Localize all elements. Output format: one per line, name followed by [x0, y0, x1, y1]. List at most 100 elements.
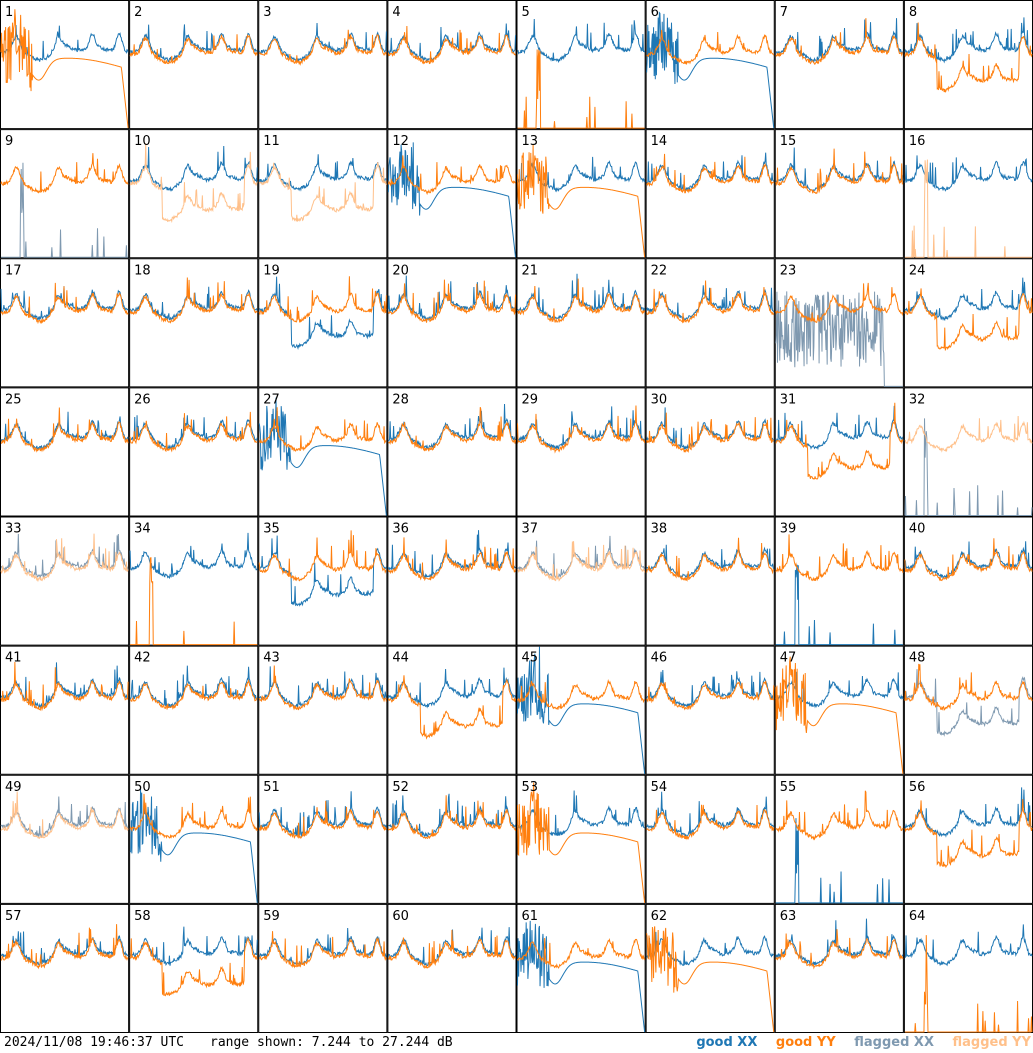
series-yy: [647, 538, 774, 581]
panel-frame: [516, 516, 646, 646]
panel-number: 5: [522, 5, 530, 20]
panel-frame: [645, 774, 775, 904]
panel-frame: [129, 774, 259, 904]
panel-18: 18: [130, 259, 258, 387]
series-yy: [130, 143, 257, 221]
panel-number: 6: [651, 5, 659, 20]
panel-number: 51: [263, 780, 280, 795]
series-yy: [647, 805, 774, 839]
series-yy: [905, 416, 1032, 451]
series-yy: [1, 408, 128, 451]
series-yy: [518, 541, 645, 580]
panel-number: 45: [522, 651, 539, 666]
panel-number: 36: [392, 522, 409, 537]
panel-10: 10: [130, 130, 258, 258]
series-xx: [647, 670, 774, 707]
panel-frame: [645, 129, 775, 259]
panel-55: 55: [775, 775, 903, 903]
series-yy: [1, 534, 128, 581]
panel-frame: [645, 387, 775, 517]
series-yy: [259, 530, 386, 580]
panel-number: 23: [780, 263, 797, 278]
panel-24: 24: [904, 259, 1033, 387]
range-shown: range shown: 7.244 to 27.244 dB: [210, 1035, 453, 1050]
panel-50: 50: [130, 775, 258, 903]
panel-frame: [258, 258, 388, 388]
panel-frame: [774, 129, 904, 259]
series-xx: [518, 19, 645, 61]
series-yy: [776, 534, 903, 580]
panel-frame: [258, 516, 388, 646]
panel-8: 8: [904, 0, 1033, 129]
panel-number: 38: [651, 522, 668, 537]
series-yy: [130, 412, 257, 451]
series-yy: [905, 664, 1032, 710]
panel-19: 19: [259, 259, 387, 387]
panel-number: 40: [909, 522, 926, 537]
series-yy: [647, 413, 774, 452]
panel-number: 18: [134, 263, 151, 278]
panel-20: 20: [388, 259, 516, 387]
panel-frame: [129, 129, 259, 259]
series-xx: [1, 412, 128, 449]
series-yy: [776, 283, 903, 322]
series-yy: [905, 538, 1032, 580]
panel-number: 52: [392, 780, 409, 795]
panel-number: 8: [909, 5, 917, 20]
panel-number: 60: [392, 909, 409, 924]
panel-number: 53: [522, 780, 539, 795]
series-yy: [905, 23, 1032, 93]
panel-frame: [516, 129, 646, 259]
panel-number: 61: [522, 909, 539, 924]
series-yy: [388, 795, 515, 838]
panel-number: 64: [909, 909, 926, 924]
panel-number: 4: [392, 5, 400, 20]
panel-frame: [774, 0, 904, 130]
panel-frame: [129, 0, 259, 130]
series-yy: [130, 681, 257, 710]
panel-frame: [0, 774, 130, 904]
panel-number: 49: [5, 780, 22, 795]
legend-good-yy: good YY: [775, 1035, 836, 1050]
panel-frame: [129, 258, 259, 388]
panel-frame: [129, 516, 259, 646]
panel-number: 42: [134, 651, 151, 666]
series-yy: [130, 938, 257, 995]
panel-28: 28: [388, 388, 516, 516]
series-yy: [1, 153, 128, 192]
panel-number: 33: [5, 522, 22, 537]
legend-good-xx: good XX: [696, 1035, 758, 1050]
panel-61: 61: [517, 904, 645, 1033]
panel-number: 43: [263, 651, 280, 666]
series-xx: [130, 415, 257, 449]
panel-15: 15: [775, 130, 903, 258]
series-xx: [388, 404, 515, 449]
panel-frame: [387, 129, 517, 259]
series-yy: [776, 657, 903, 774]
panel-59: 59: [259, 904, 387, 1033]
panel-43: 43: [259, 646, 387, 774]
panel-31: 31: [775, 388, 903, 516]
panel-frame: [258, 129, 388, 259]
series-yy: [259, 931, 386, 967]
series-yy: [776, 403, 903, 479]
series-yy: [388, 930, 515, 968]
panel-frame: [0, 258, 130, 388]
series-yy: [647, 681, 774, 709]
panel-58: 58: [130, 904, 258, 1033]
panel-number: 16: [909, 134, 926, 149]
panel-17: 17: [0, 258, 130, 388]
panel-number: 9: [5, 134, 13, 149]
series-yy: [776, 929, 903, 968]
series-xx: [1, 163, 128, 257]
panel-frame: [0, 645, 130, 775]
panel-41: 41: [0, 645, 130, 775]
panel-number: 59: [263, 909, 280, 924]
panel-26: 26: [130, 388, 258, 516]
series-xx: [647, 13, 774, 129]
series-xx: [518, 921, 645, 1032]
panel-37: 37: [517, 517, 645, 645]
panel-2: 2: [129, 0, 259, 130]
panel-frame: [645, 258, 775, 388]
